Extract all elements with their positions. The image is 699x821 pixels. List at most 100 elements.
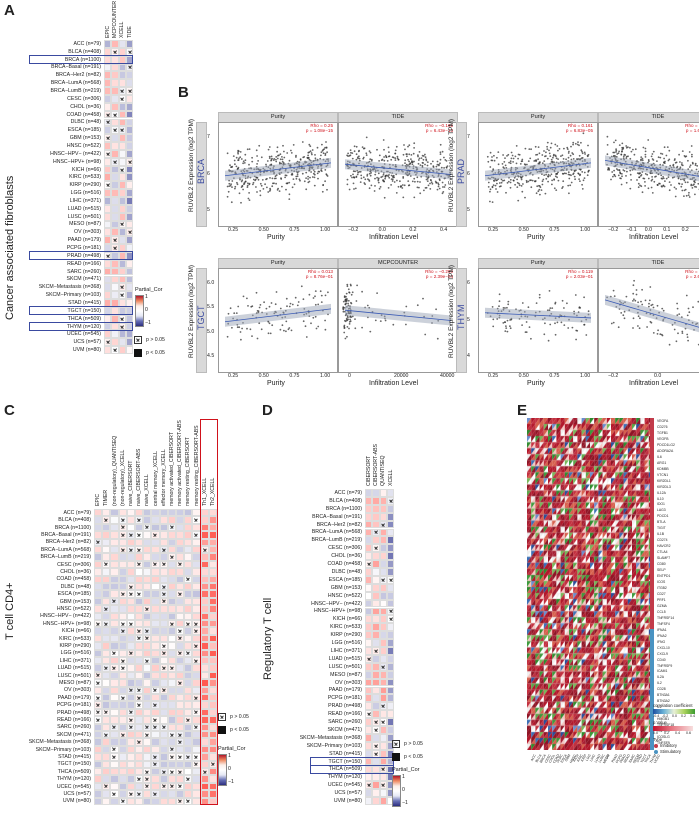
panel-b-point (391, 180, 394, 182)
panel-b-point (353, 145, 356, 148)
panel-letter-c: C (4, 402, 15, 419)
panel-a-column-label: MCPCOUNTER (111, 0, 118, 38)
panel-d-cell (379, 639, 387, 647)
panel-d-cell (379, 678, 387, 687)
panel-a-cell (104, 71, 112, 80)
panel-c-cell (135, 620, 144, 628)
panel-b-side-strip (196, 268, 207, 373)
panel-c-cell (118, 612, 127, 620)
panel-b-point (314, 157, 317, 160)
panel-c-cell (159, 768, 168, 776)
panel-b-point (376, 292, 378, 294)
panel-e-triangle-heatmap (527, 418, 653, 750)
panel-c-sig-nonsig-label: p > 0.05 (230, 714, 249, 720)
panel-b-point (291, 172, 294, 175)
panel-c-cell (159, 642, 168, 650)
panel-b-x-tick: 0.2 (681, 227, 689, 233)
panel-b-point (304, 325, 307, 328)
panel-c-cell (118, 723, 127, 731)
panel-c-cell (102, 686, 111, 694)
panel-c-cell (110, 664, 119, 672)
panel-b-point (685, 194, 688, 197)
panel-d-cell (372, 568, 380, 576)
panel-c-cell (135, 575, 144, 583)
panel-b-point (530, 337, 532, 340)
panel-b-point (401, 184, 404, 186)
panel-b-point (434, 180, 437, 183)
panel-b-point (285, 188, 287, 191)
panel-a-cell (111, 102, 119, 111)
panel-c-column-label: central memory_XCELL (152, 450, 159, 506)
panel-b-point (419, 164, 422, 166)
panel-b-point (350, 151, 352, 154)
panel-b-point (655, 175, 657, 178)
panel-d-row-label: LUAD (n=515) (328, 655, 362, 662)
panel-b-point (678, 153, 680, 156)
panel-b-point (543, 174, 546, 176)
panel-b-point (633, 153, 636, 156)
panel-c-cell (102, 627, 111, 635)
panel-b-point (543, 160, 546, 162)
panel-c-cell (176, 509, 185, 517)
panel-b-point (435, 165, 438, 168)
panel-a-cell (104, 63, 112, 72)
panel-a-cell (118, 79, 126, 88)
panel-b-point (659, 156, 662, 159)
panel-b-point (410, 158, 412, 160)
panel-b-point (426, 161, 429, 163)
panel-b-point (487, 186, 490, 188)
panel-c-cell (159, 612, 168, 620)
panel-b-point (230, 201, 233, 204)
panel-b-point (548, 149, 550, 152)
panel-c-cell (118, 760, 127, 768)
panel-b-x-label: Purity (527, 234, 545, 241)
panel-c-row-label: BRCA−Her2 (n=82) (45, 539, 91, 546)
panel-b-point (524, 331, 527, 333)
panel-b-point (262, 188, 265, 190)
panel-d-cell (365, 631, 373, 640)
panel-e-type-stimulatory-label: Stimulatory (660, 749, 681, 754)
panel-b-point (509, 178, 512, 181)
panel-c-legend-tick-1: 1 (228, 753, 231, 759)
panel-b-point (427, 184, 430, 187)
panel-c-heatmap (94, 509, 217, 805)
panel-b-point (257, 310, 260, 312)
panel-c-cell (167, 560, 176, 569)
panel-b-point (650, 179, 653, 182)
panel-b-point (387, 187, 390, 189)
panel-d-cell (386, 575, 395, 584)
panel-b-point (294, 296, 297, 299)
panel-b-point (565, 158, 567, 161)
panel-d-cell (386, 694, 395, 703)
panel-c-cell (143, 597, 152, 606)
panel-b-point (610, 178, 612, 181)
panel-b-point (350, 174, 352, 177)
panel-b-point (489, 200, 491, 203)
panel-b-point (362, 176, 365, 179)
panel-letter-e: E (517, 402, 528, 419)
panel-b-point (611, 171, 614, 173)
panel-b-point (679, 166, 682, 169)
panel-b-point (281, 156, 283, 158)
panel-b-point (543, 333, 546, 336)
panel-a-row-label: HNSC−HPV− (n=422) (50, 150, 101, 157)
panel-a-row-highlight (29, 322, 134, 331)
panel-c-cell (151, 597, 160, 606)
panel-b-point (343, 331, 346, 334)
panel-e-gene-label: HAVCR2 (657, 544, 671, 549)
panel-c-cell (126, 716, 135, 724)
panel-c-cell (94, 531, 103, 539)
panel-b-point (259, 304, 262, 306)
panel-e-pval-tick-3: 0.6 (686, 731, 691, 735)
panel-d-legend-title: Partial_Cor (392, 767, 420, 773)
panel-b-point (409, 162, 412, 165)
panel-b-regression-line (344, 163, 452, 175)
panel-a-cell (125, 197, 134, 205)
panel-b-point (246, 186, 249, 188)
panel-c-cell (94, 716, 103, 724)
panel-b-point (625, 157, 628, 159)
panel-b-point (295, 177, 298, 180)
panel-b-point (673, 186, 676, 189)
panel-b-point (517, 157, 519, 160)
panel-d-cell (365, 520, 373, 529)
